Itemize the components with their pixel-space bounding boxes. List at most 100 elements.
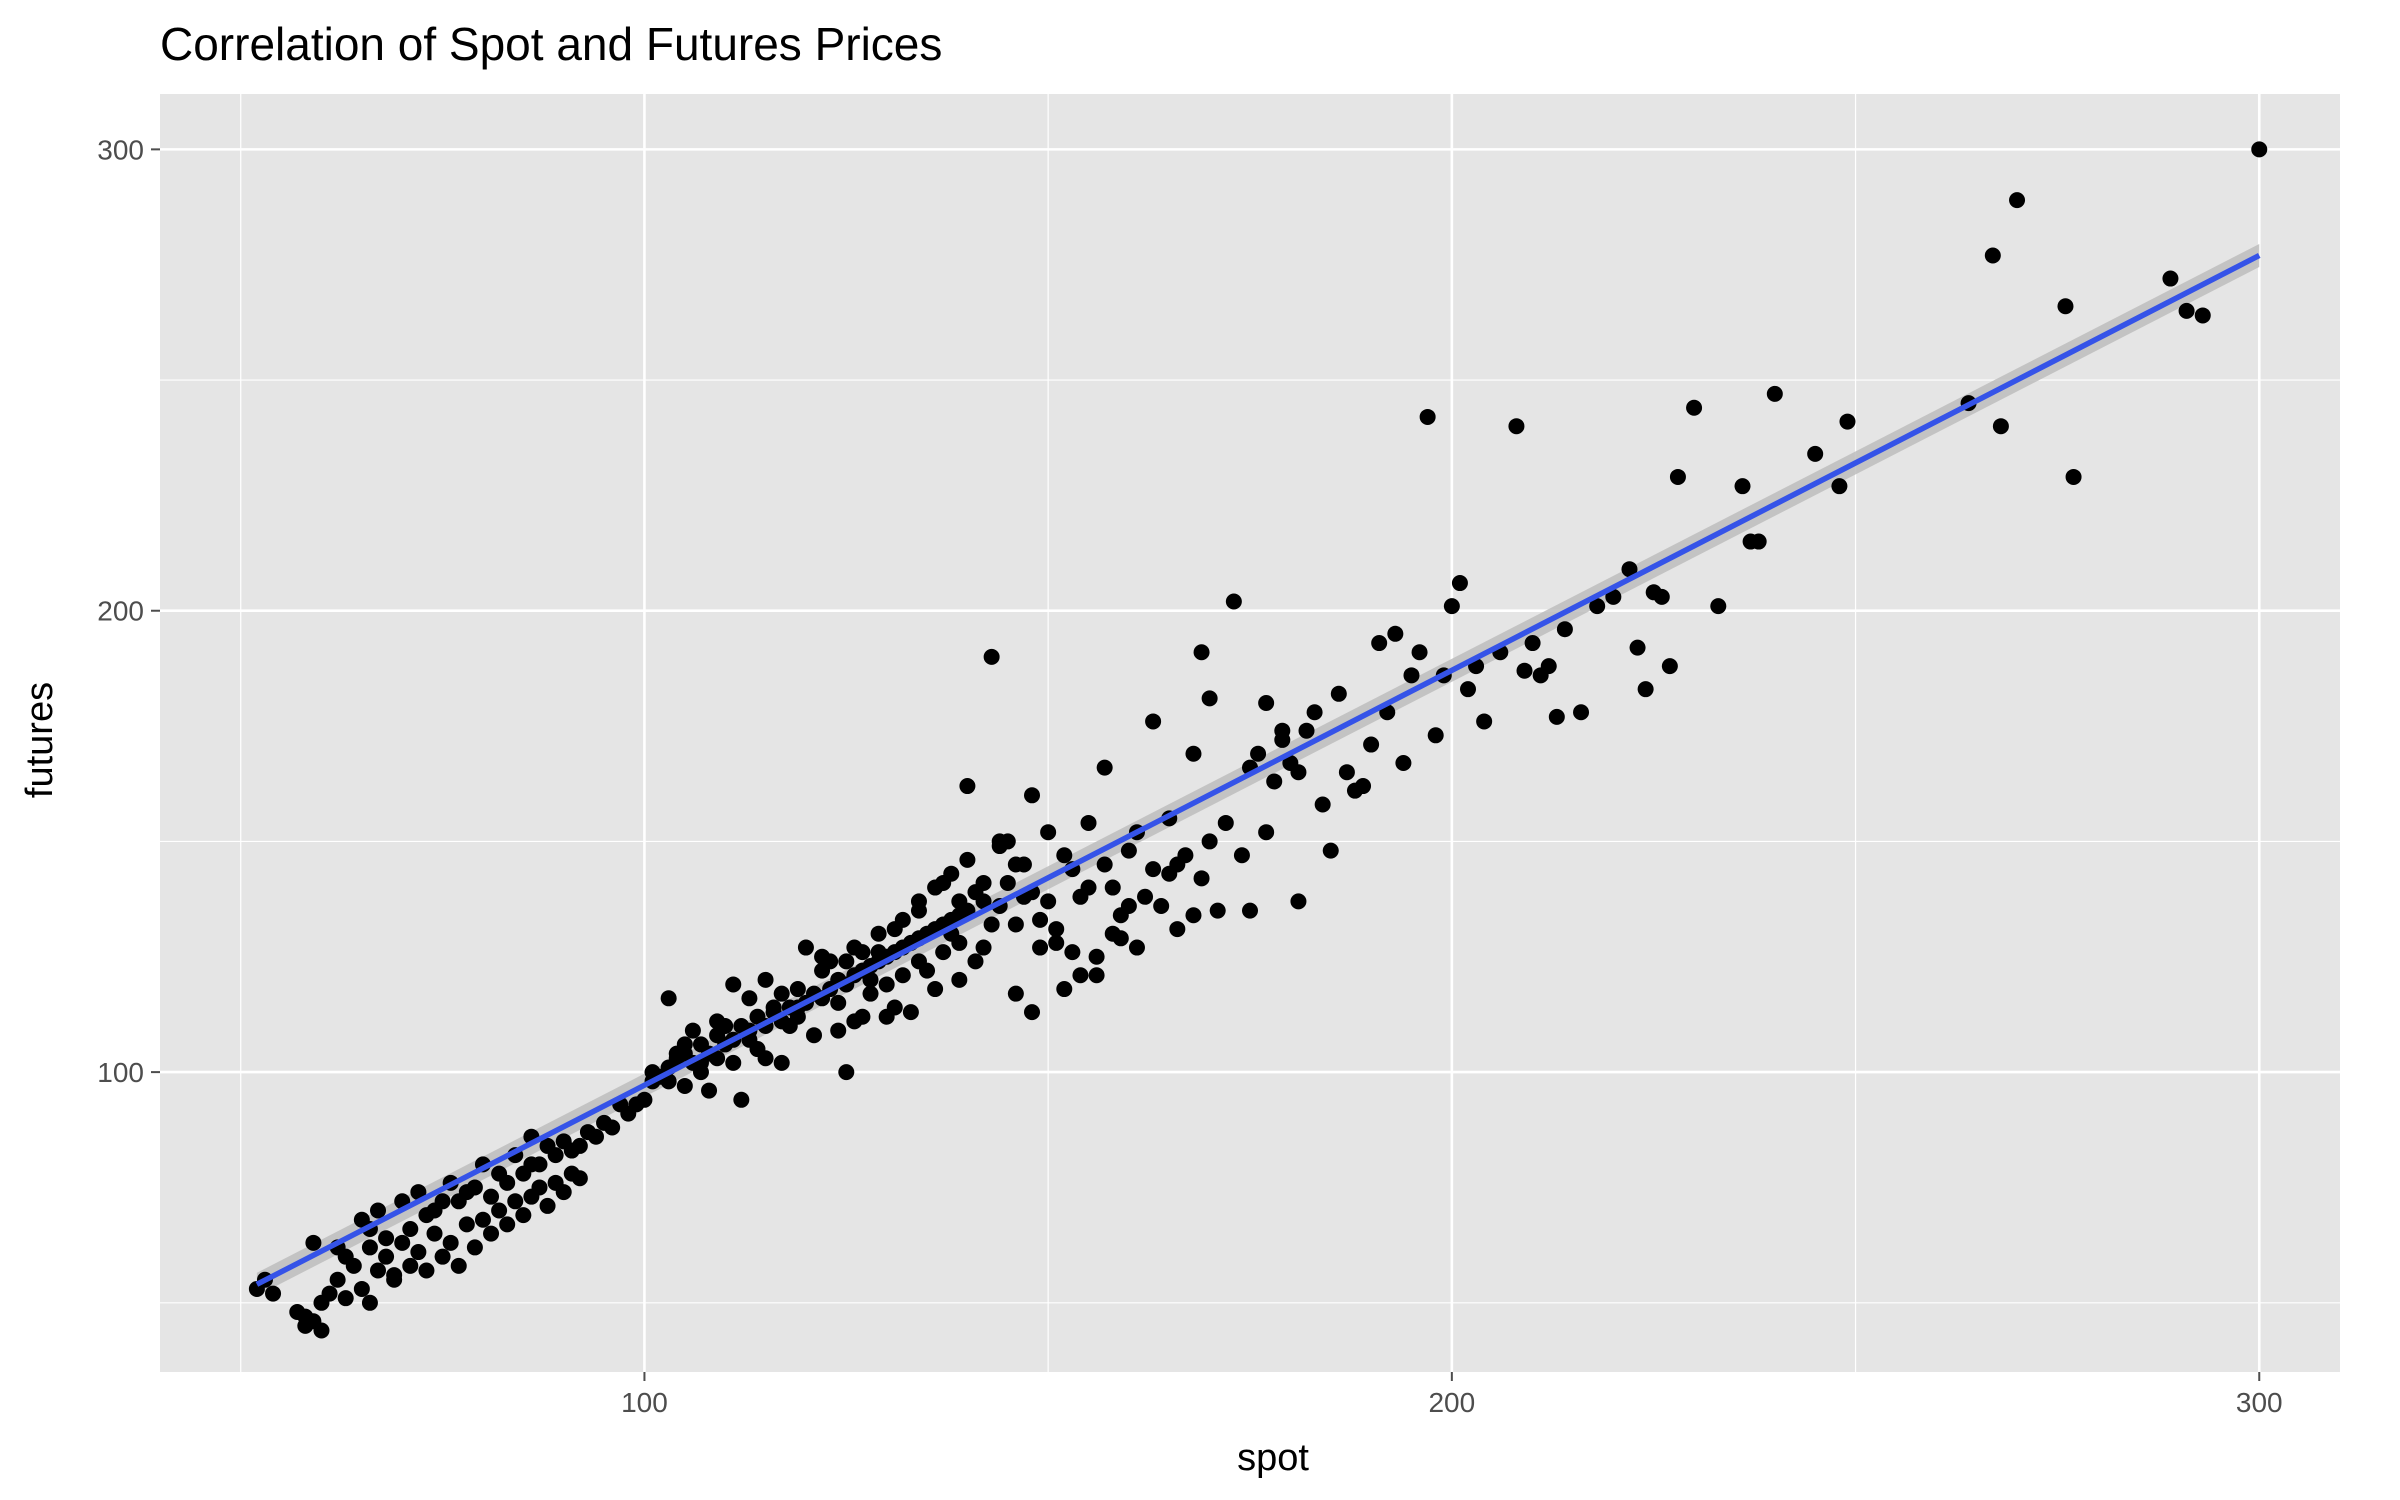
data-point [483,1188,500,1205]
data-point [555,1184,572,1201]
data-point [959,778,976,795]
data-point [797,939,814,956]
data-point [458,1216,475,1233]
data-point [337,1290,354,1307]
data-point [910,902,927,919]
data-point [1096,856,1113,873]
data-point [1007,985,1024,1002]
data-point [378,1248,395,1265]
data-point [1145,713,1162,730]
data-point [1419,408,1436,425]
grid-minor [160,94,2340,1372]
data-point [1637,681,1654,698]
trend-line-layer [255,253,2261,1287]
data-point [684,1022,701,1039]
data-point [1080,814,1097,831]
data-point [773,1054,790,1071]
data-point [361,1294,378,1311]
data-point [442,1234,459,1251]
data-point [410,1184,427,1201]
data-point [1104,879,1121,896]
data-point [2057,298,2074,315]
data-point [394,1234,411,1251]
data-point [370,1262,386,1279]
data-point [1355,778,1372,795]
data-point [386,1267,403,1284]
data-point [1032,939,1049,956]
data-point [1201,690,1218,707]
data-point [1056,847,1073,864]
data-point [426,1225,443,1242]
data-point [894,967,911,984]
data-point [1007,856,1024,873]
data-point [1225,593,1242,610]
data-point [910,953,927,970]
data-point [1209,902,1226,919]
data-point [1298,722,1315,739]
data-point [547,1147,564,1164]
data-point [2009,192,2026,209]
points-layer [248,141,2268,1339]
data-point [1363,736,1380,753]
data-point [297,1317,314,1334]
data-point [878,1008,895,1025]
data-point [1169,921,1186,938]
data-point [1064,944,1081,961]
data-point [2194,307,2211,324]
data-point [935,944,952,961]
data-point [1145,861,1162,878]
data-point [563,1142,580,1159]
data-point [1201,833,1218,850]
data-point [321,1285,338,1302]
data-point [781,1017,798,1034]
data-point [999,874,1016,891]
data-point [814,948,831,965]
data-point [1072,967,1089,984]
data-point [878,976,895,993]
data-point [499,1216,516,1233]
data-point [1669,468,1686,485]
data-point [1242,902,1258,919]
data-point [378,1230,395,1247]
data-point [515,1207,532,1224]
data-point [1322,842,1339,859]
data-point [2065,468,2082,485]
data-point [1185,745,1202,762]
data-point [1048,921,1065,938]
data-point [1040,893,1057,910]
data-point [1217,814,1234,831]
data-point [1371,635,1388,652]
data-point [596,1114,613,1131]
data-point [1056,981,1073,998]
data-point [402,1257,419,1274]
y-tick-label: 100 [97,1057,144,1088]
data-point [789,981,806,998]
x-tick-label: 200 [1428,1387,1475,1418]
data-point [434,1248,451,1265]
x-tick-label: 100 [621,1387,668,1418]
data-point [1387,625,1404,642]
data-point [1137,888,1154,905]
data-point [967,953,984,970]
data-point [1258,695,1275,712]
data-point [846,1013,863,1030]
data-point [361,1239,378,1256]
data-point [539,1197,556,1214]
x-axis-title: spot [1237,1437,1309,1479]
data-point [345,1257,362,1274]
data-point [935,874,952,891]
data-point [676,1077,693,1094]
data-point [1605,588,1622,605]
data-point [757,1050,774,1067]
y-tick-label: 200 [97,596,144,627]
data-point [450,1257,467,1274]
data-point [975,893,992,910]
data-point [1573,704,1590,721]
y-axis: 100 200 300 [97,134,160,1088]
data-point [579,1124,596,1141]
data-point [1330,685,1347,702]
data-point [830,994,847,1011]
data-point [1460,681,1476,698]
data-point [725,976,742,993]
plot-panel [160,94,2340,1372]
